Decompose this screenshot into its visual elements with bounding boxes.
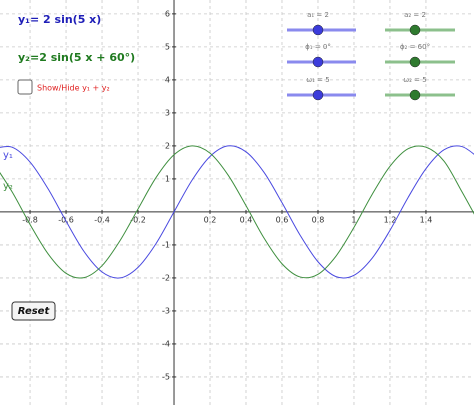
slider-knob[interactable] [409,56,421,68]
slider-knob[interactable] [409,89,421,101]
formula: y₁= 2 sin(5 x) [18,13,101,26]
x-tick-label: 1 [351,215,356,224]
slider-knob[interactable] [312,56,324,68]
x-tick-label: -0.6 [58,215,74,224]
x-tick-label: 0.4 [240,215,253,224]
curve-label: y₁ [3,150,13,161]
y-tick-label: 4 [165,75,170,84]
y-tick-label: 5 [165,42,170,51]
y-tick-label: -3 [162,306,170,315]
formula: y₂=2 sin(5 x + 60°) [18,51,135,64]
x-tick-label: -0.2 [130,215,146,224]
y-tick-label: -1 [162,240,170,249]
curve [0,145,474,279]
x-tick-label: 0.6 [276,215,289,224]
checkbox[interactable] [17,79,33,95]
y-tick-label: -4 [162,339,170,348]
slider-label: ω₁ = 5 [306,76,329,84]
x-tick-label: -0.8 [22,215,38,224]
x-tick-label: 1.2 [384,215,397,224]
x-tick-label: -0.4 [94,215,110,224]
reset-button[interactable] [11,301,56,321]
y-tick-label: 6 [165,9,170,18]
slider-label: a₂ = 2 [404,11,426,19]
y-tick-label: 1 [165,174,170,183]
slider-knob[interactable] [312,89,324,101]
slider-knob[interactable] [409,24,421,36]
x-tick-label: 1.4 [420,215,433,224]
reset-label: Reset [18,306,51,317]
checkbox-label: Show/Hide y₁ + y₂ [37,84,110,93]
y-tick-label: 3 [165,108,170,117]
slider-knob[interactable] [312,24,324,36]
slider-label: ϕ₂ = 60° [400,43,430,51]
x-tick-label: 0.2 [204,215,217,224]
y-tick-label: -5 [162,372,170,381]
slider-label: a₁ = 2 [307,11,329,19]
slider-label: ϕ₁ = 0° [305,43,331,51]
curve [0,145,474,279]
y-tick-label: 2 [165,141,170,150]
x-tick-label: 0.8 [312,215,325,224]
y-tick-label: -2 [162,273,170,282]
slider-label: ω₂ = 5 [403,76,426,84]
curve-label: y₂ [3,181,13,192]
